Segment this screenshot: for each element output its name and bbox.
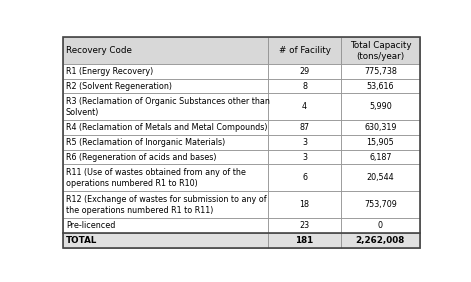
Bar: [63, 37, 268, 64]
Text: 87: 87: [300, 123, 310, 132]
Text: 181: 181: [295, 236, 314, 245]
Text: 630,319: 630,319: [364, 123, 397, 132]
Text: R2 (Solvent Regeneration): R2 (Solvent Regeneration): [66, 81, 172, 91]
Text: 2,262,008: 2,262,008: [356, 236, 405, 245]
Text: R11 (Use of wastes obtained from any of the
operations numbered R1 to R10): R11 (Use of wastes obtained from any of …: [66, 168, 246, 188]
Text: R1 (Energy Recovery): R1 (Energy Recovery): [66, 67, 153, 76]
Text: 15,905: 15,905: [366, 138, 394, 147]
Bar: [341, 233, 420, 248]
Bar: [268, 219, 341, 233]
Bar: [63, 191, 268, 219]
Bar: [268, 93, 341, 120]
Bar: [341, 79, 420, 93]
Bar: [63, 64, 268, 79]
Text: Recovery Code: Recovery Code: [66, 46, 132, 55]
Bar: [268, 120, 341, 135]
Bar: [268, 79, 341, 93]
Text: 8: 8: [302, 81, 307, 91]
Bar: [63, 135, 268, 150]
Bar: [63, 79, 268, 93]
Text: 18: 18: [300, 201, 309, 210]
Bar: [341, 120, 420, 135]
Text: 20,544: 20,544: [366, 173, 394, 182]
Bar: [341, 150, 420, 164]
Text: 3: 3: [302, 153, 307, 162]
Text: Total Capacity
(tons/year): Total Capacity (tons/year): [349, 41, 411, 61]
Bar: [268, 64, 341, 79]
Text: 53,616: 53,616: [366, 81, 394, 91]
Bar: [341, 93, 420, 120]
Bar: [268, 164, 341, 191]
Text: # of Facility: # of Facility: [279, 46, 331, 55]
Text: 5,990: 5,990: [369, 102, 392, 111]
Bar: [63, 233, 268, 248]
Bar: [63, 93, 268, 120]
Text: R5 (Reclamation of Inorganic Materials): R5 (Reclamation of Inorganic Materials): [66, 138, 225, 147]
Text: R3 (Reclamation of Organic Substances other than
Solvent): R3 (Reclamation of Organic Substances ot…: [66, 97, 270, 117]
Bar: [341, 37, 420, 64]
Text: 753,709: 753,709: [364, 201, 397, 210]
Bar: [268, 233, 341, 248]
Text: 6: 6: [302, 173, 307, 182]
Bar: [341, 219, 420, 233]
Text: TOTAL: TOTAL: [66, 236, 97, 245]
Text: 29: 29: [300, 67, 310, 76]
Text: R12 (Exchange of wastes for submission to any of
the operations numbered R1 to R: R12 (Exchange of wastes for submission t…: [66, 195, 267, 215]
Bar: [268, 135, 341, 150]
Bar: [63, 219, 268, 233]
Bar: [268, 150, 341, 164]
Text: 3: 3: [302, 138, 307, 147]
Text: R4 (Reclamation of Metals and Metal Compounds): R4 (Reclamation of Metals and Metal Comp…: [66, 123, 268, 132]
Text: R6 (Regeneration of acids and bases): R6 (Regeneration of acids and bases): [66, 153, 216, 162]
Text: 4: 4: [302, 102, 307, 111]
Text: Pre-licenced: Pre-licenced: [66, 221, 115, 230]
Bar: [268, 191, 341, 219]
Bar: [63, 120, 268, 135]
Text: 23: 23: [300, 221, 310, 230]
Bar: [341, 64, 420, 79]
Bar: [63, 150, 268, 164]
Bar: [268, 37, 341, 64]
Bar: [341, 135, 420, 150]
Text: 6,187: 6,187: [369, 153, 391, 162]
Text: 775,738: 775,738: [364, 67, 397, 76]
Bar: [341, 164, 420, 191]
Bar: [63, 164, 268, 191]
Bar: [341, 191, 420, 219]
Text: 0: 0: [378, 221, 383, 230]
